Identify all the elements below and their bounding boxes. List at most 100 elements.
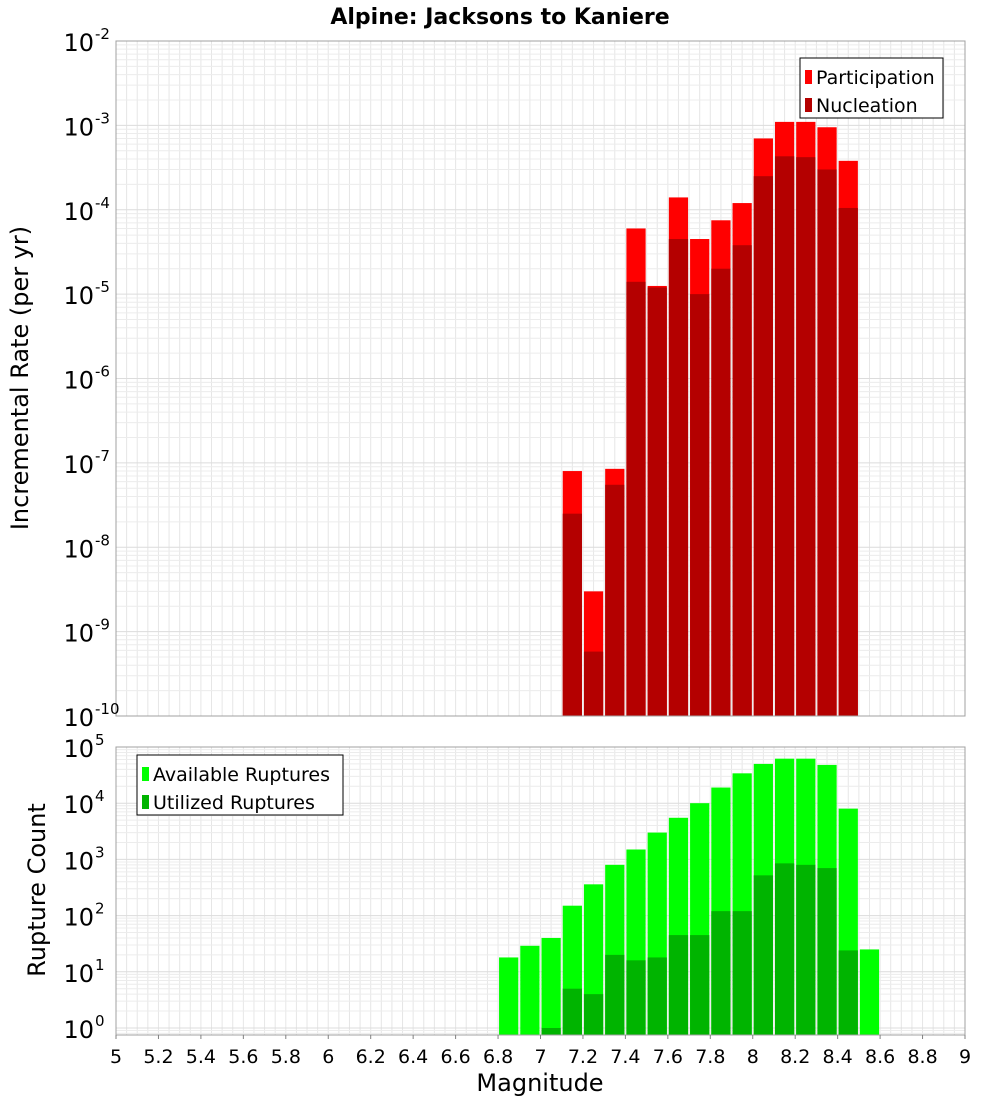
bar-utilized-ruptures	[605, 954, 625, 1035]
legend-swatch	[805, 70, 812, 84]
y-tick-label: 10	[63, 451, 94, 479]
bar-nucleation	[817, 169, 837, 716]
bar-utilized-ruptures	[796, 864, 816, 1035]
y-tick-label: 10	[63, 29, 94, 57]
x-tick-label: 6.6	[440, 1046, 470, 1068]
y-tick-exponent: -7	[95, 447, 110, 465]
y-tick-label: 10	[63, 198, 94, 226]
legend-box	[799, 57, 944, 119]
x-tick-label: 7.6	[653, 1046, 683, 1068]
legend: Participation Nucleation	[799, 57, 944, 119]
legend-swatch	[142, 795, 149, 809]
legend-label: Participation	[816, 67, 935, 89]
bar-utilized-ruptures	[711, 911, 731, 1035]
bar-available-ruptures	[520, 945, 540, 1035]
bar-nucleation	[605, 484, 625, 716]
bar-utilized-ruptures	[541, 1027, 561, 1035]
y-tick-exponent: 3	[95, 843, 105, 861]
bottom-y-axis-label: Rupture Count	[23, 803, 51, 977]
legend-swatch	[805, 98, 812, 112]
legend-box	[136, 754, 344, 816]
x-tick-label: 8	[747, 1046, 759, 1068]
x-tick-label: 7.8	[695, 1046, 725, 1068]
bar-nucleation	[732, 245, 752, 717]
bar-available-ruptures	[541, 937, 561, 1035]
legend-label: Available Ruptures	[153, 764, 330, 786]
bar-utilized-ruptures	[562, 988, 582, 1035]
bar-utilized-ruptures	[668, 935, 689, 1035]
x-tick-label: 5	[110, 1046, 122, 1068]
legend-label: Nucleation	[816, 95, 918, 117]
bar-utilized-ruptures	[626, 960, 646, 1035]
bar-utilized-ruptures	[817, 868, 837, 1035]
y-tick-label: 10	[63, 904, 94, 932]
x-tick-label: 6.8	[483, 1046, 513, 1068]
y-tick-label: 10	[63, 113, 94, 141]
y-tick-exponent: -5	[95, 278, 110, 296]
y-tick-exponent: -2	[95, 25, 110, 43]
y-tick-label: 10	[63, 704, 94, 732]
bar-utilized-ruptures	[583, 994, 604, 1035]
x-tick-label: 7	[534, 1046, 546, 1068]
bars	[499, 758, 880, 1035]
bar-utilized-ruptures	[838, 950, 858, 1035]
x-tick-label: 8.2	[780, 1046, 810, 1068]
bar-utilized-ruptures	[732, 911, 752, 1035]
y-tick-exponent: -9	[95, 616, 110, 634]
x-tick-label: 5.4	[186, 1046, 216, 1068]
bar-nucleation	[774, 156, 795, 717]
y-tick-exponent: -10	[95, 700, 120, 718]
y-tick-label: 10	[63, 960, 94, 988]
x-tick-label: 6.4	[398, 1046, 428, 1068]
y-tick-exponent: 4	[95, 787, 105, 805]
bar-nucleation	[690, 294, 710, 716]
bar-nucleation	[668, 239, 689, 716]
y-tick-exponent: 0	[95, 1012, 105, 1030]
top-y-axis-label: Incremental Rate (per yr)	[6, 226, 34, 530]
y-tick-label: 10	[63, 735, 94, 763]
bar-nucleation	[753, 176, 773, 716]
y-tick-exponent: -8	[95, 531, 110, 549]
bar-nucleation	[647, 287, 667, 716]
y-tick-exponent: -4	[95, 194, 110, 212]
plot-frame	[115, 40, 966, 717]
x-tick-label: 6	[322, 1046, 334, 1068]
x-tick-label: 8.6	[865, 1046, 895, 1068]
chart-title: Alpine: Jacksons to Kaniere	[330, 5, 669, 30]
y-tick-label: 10	[63, 791, 94, 819]
x-tick-label: 8.4	[823, 1046, 853, 1068]
y-tick-label: 10	[63, 847, 94, 875]
y-tick-label: 10	[63, 367, 94, 395]
y-tick-label: 10	[63, 282, 94, 310]
x-axis-label: Magnitude	[476, 1069, 603, 1097]
y-tick-exponent: 1	[95, 956, 105, 974]
bar-available-ruptures	[499, 957, 519, 1035]
bar-nucleation	[796, 157, 816, 717]
bar-available-ruptures	[859, 949, 880, 1035]
bar-nucleation	[711, 268, 731, 716]
x-tick-label: 9	[959, 1046, 971, 1068]
y-tick-exponent: 5	[95, 731, 105, 749]
y-tick-label: 10	[63, 620, 94, 648]
bar-utilized-ruptures	[753, 875, 773, 1035]
bar-nucleation	[838, 207, 858, 716]
x-tick-label: 5.8	[271, 1046, 301, 1068]
legend-swatch	[142, 767, 149, 781]
x-tick-label: 5.6	[228, 1046, 258, 1068]
rupture-count-plot: 10 010 110 210 310 410 55 5.2 5.4 5.6 5.8 6 6.2 6.4 6.…	[63, 731, 971, 1068]
bar-utilized-ruptures	[690, 935, 710, 1035]
y-tick-exponent: -6	[95, 363, 110, 381]
y-tick-exponent: 2	[95, 900, 105, 918]
grid-lines	[115, 41, 966, 717]
x-tick-label: 5.2	[143, 1046, 173, 1068]
x-tick-label: 6.2	[356, 1046, 386, 1068]
bar-utilized-ruptures	[647, 957, 667, 1035]
x-tick-label: 7.2	[568, 1046, 598, 1068]
y-tick-label: 10	[63, 535, 94, 563]
bar-nucleation	[583, 651, 604, 716]
x-tick-label: 7.4	[610, 1046, 640, 1068]
bar-utilized-ruptures	[774, 863, 795, 1035]
y-tick-label: 10	[63, 1016, 94, 1044]
